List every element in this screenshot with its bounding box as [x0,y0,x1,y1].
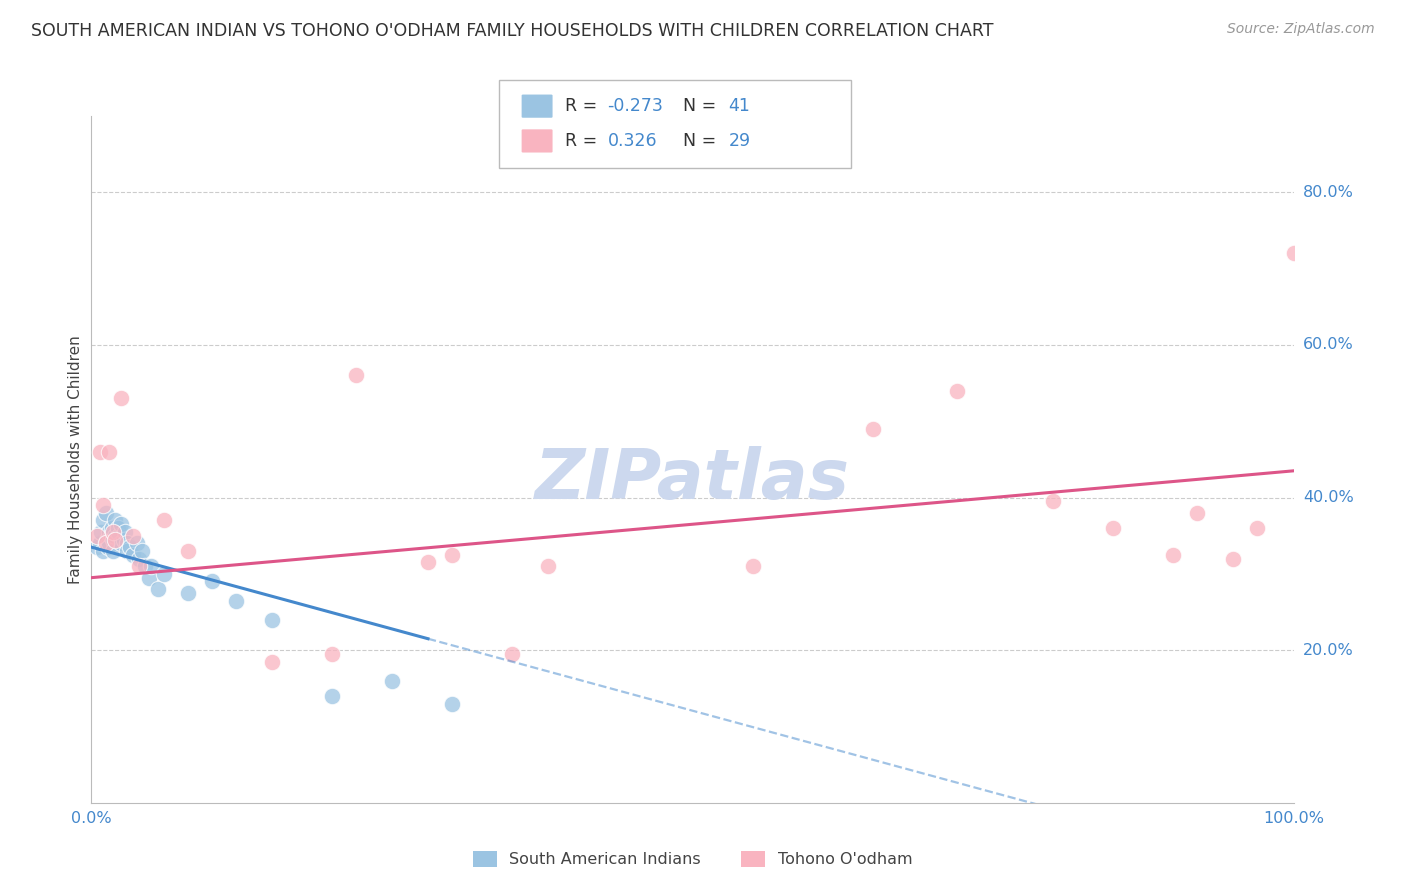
Point [138,571,160,585]
Text: -0.273: -0.273 [607,97,664,115]
Point [501,647,523,661]
Point [416,555,439,570]
Point [100,529,122,543]
Point [1246,521,1268,535]
Point [93,544,115,558]
Text: 40.0%: 40.0% [1303,490,1354,505]
Point [440,548,463,562]
Point [112,533,135,547]
Point [96,533,118,547]
Point [107,521,129,535]
Point [101,524,124,539]
Text: R =: R = [565,132,603,150]
Point [225,593,247,607]
Point [98,524,121,539]
Point [1102,521,1125,535]
Text: 60.0%: 60.0% [1303,337,1354,352]
Text: N =: N = [672,132,721,150]
Point [125,536,148,550]
Legend: South American Indians, Tohono O'odham: South American Indians, Tohono O'odham [467,845,918,874]
Point [862,422,884,436]
Point [98,444,121,458]
Point [117,544,139,558]
Point [176,586,198,600]
Point [90,524,112,539]
Text: ZIPatlas: ZIPatlas [534,447,851,514]
Point [86,529,108,543]
Point [128,559,150,574]
Point [98,536,121,550]
Point [1187,506,1209,520]
Point [1222,551,1244,566]
Text: R =: R = [565,97,603,115]
Point [93,513,115,527]
Point [110,517,132,532]
Point [97,540,120,554]
Point [440,697,463,711]
Point [152,513,174,527]
Point [104,529,127,543]
Point [122,529,145,543]
Point [131,544,153,558]
Point [101,521,124,535]
Point [321,689,343,703]
Point [201,574,224,589]
Point [93,498,115,512]
Text: SOUTH AMERICAN INDIAN VS TOHONO O'ODHAM FAMILY HOUSEHOLDS WITH CHILDREN CORRELAT: SOUTH AMERICAN INDIAN VS TOHONO O'ODHAM … [31,22,994,40]
Point [141,559,163,574]
Text: 20.0%: 20.0% [1303,642,1354,657]
Point [146,582,169,596]
Point [89,444,111,458]
Point [1282,246,1305,260]
Point [118,540,141,554]
Text: 0.326: 0.326 [607,132,657,150]
Point [1042,494,1064,508]
Text: 41: 41 [728,97,751,115]
Point [381,673,404,688]
Point [344,368,367,383]
Point [108,529,131,543]
Point [537,559,560,574]
Point [260,613,283,627]
Point [104,533,127,547]
Text: 29: 29 [728,132,751,150]
Point [86,540,108,554]
Point [104,513,127,527]
Point [117,536,139,550]
Y-axis label: Family Households with Children: Family Households with Children [67,335,83,583]
Point [101,533,124,547]
Point [110,392,132,406]
Point [110,536,132,550]
Point [260,655,283,669]
Point [94,506,117,520]
Point [122,548,145,562]
Point [94,536,117,550]
Point [114,524,136,539]
Point [101,544,124,558]
Text: Source: ZipAtlas.com: Source: ZipAtlas.com [1227,22,1375,37]
Text: N =: N = [672,97,721,115]
Point [128,551,150,566]
Point [321,647,343,661]
Point [1161,548,1184,562]
Point [152,566,174,581]
Text: 80.0%: 80.0% [1303,185,1354,200]
Point [176,544,198,558]
Point [741,559,763,574]
Point [89,536,111,550]
Point [134,559,156,574]
Point [946,384,969,398]
